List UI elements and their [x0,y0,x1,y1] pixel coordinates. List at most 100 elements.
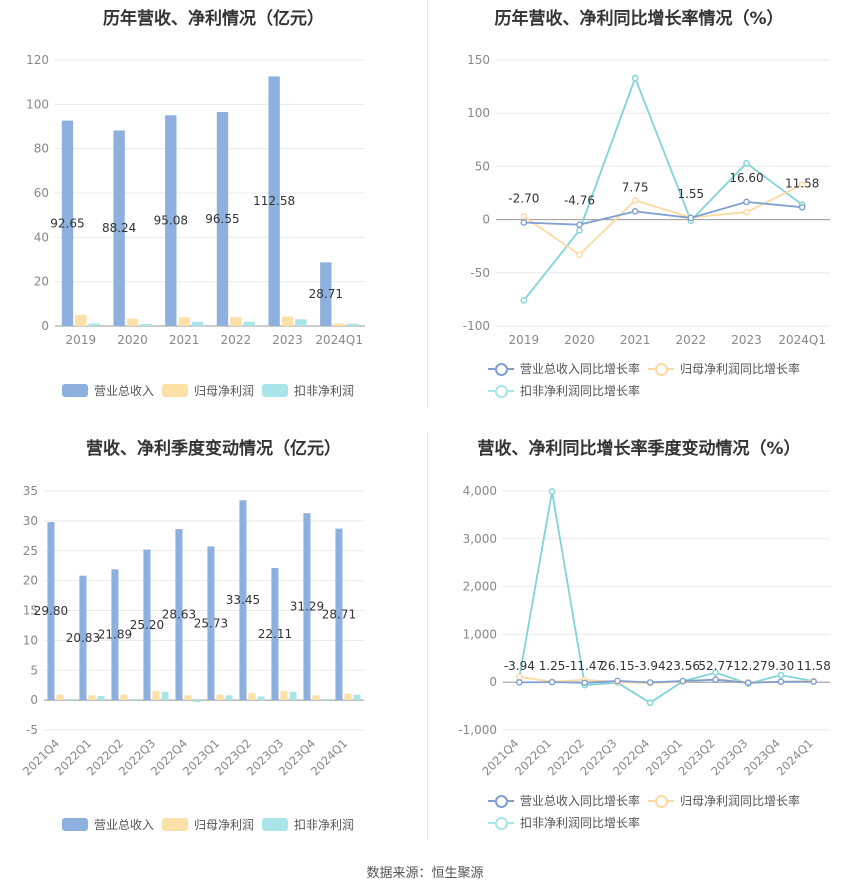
y-tick-label: 20 [34,275,49,289]
series-line [523,75,803,302]
bar [175,529,183,701]
y-tick-label: 0 [30,693,38,707]
legend-q-netprofit-swatch [162,818,188,831]
bar [79,575,87,701]
data-label: 28.71 [322,607,356,621]
data-label: -11.47 [565,659,604,673]
series-point [679,677,687,685]
data-label: -12.27 [729,659,768,673]
series-line [518,491,814,704]
series-point [516,679,523,686]
series-point [576,226,583,234]
bar [289,691,297,701]
bar [129,698,137,701]
y-tick-label: 80 [34,142,49,156]
bar [257,696,265,701]
y-tick-label: 100 [467,106,490,120]
legend-revenue-swatch [62,384,88,397]
series-point [516,673,523,681]
legend-q-rev-growth[interactable]: 营业总收入同比增长率 [488,792,640,809]
data-label: 9.30 [768,659,795,673]
y-tick-label: 10 [23,633,38,647]
data-label: 112.58 [253,194,295,208]
bar [178,317,190,326]
data-label: 33.45 [226,593,260,607]
bar [281,316,294,326]
y-tick-label: 150 [467,53,490,67]
bar [47,522,55,701]
data-source-note: 数据来源：恒生聚源 [366,866,484,881]
legend-q-np-growth[interactable]: 归母净利润同比增长率 [648,792,800,809]
legend-revenue[interactable]: 营业总收入 [62,382,154,399]
bar [230,317,242,326]
legend-q-ded-growth[interactable]: 扣非净利润同比增长率 [488,814,640,831]
legend-np-growth-marker [648,362,674,376]
legend-rev-growth[interactable]: 营业总收入同比增长率 [488,360,640,377]
y-tick-label: 20 [23,574,38,588]
x-tick-label: 2024Q1 [315,333,363,347]
series-point [548,488,556,495]
x-tick-label: 2024Q1 [778,333,826,347]
y-tick-label: 15 [23,604,38,618]
legend-q-ded-growth-marker [488,816,514,830]
y-tick-label: 60 [34,186,49,200]
data-label: 92.65 [50,216,84,230]
y-tick-label: 35 [23,484,38,498]
y-tick-label: -1,000 [458,723,497,737]
y-tick-label: -100 [463,319,490,333]
legend-q-revenue[interactable]: 营业总收入 [62,816,154,833]
y-tick-label: -5 [26,723,38,737]
bar [248,692,256,701]
data-label: 25.73 [194,616,228,630]
series-point [548,678,556,686]
annual-growth-title: 历年营收、净利同比增长率情况（%） [494,9,784,29]
annual-amount-chart: 0 20 40 60 80 100 120 2019 2020 2021 2022 2023 2024Q… [26,53,365,347]
bar [65,698,73,701]
data-label: 25.20 [130,618,164,632]
annual-amount-title: 历年营收、净利情况（亿元） [103,9,324,29]
data-label: 22.11 [258,627,292,641]
x-tick-label: 2020 [564,333,595,347]
annual-growth-chart: -100 -50 0 50 100 150 2019 2020 2021 2022 2023 2024… [463,53,830,347]
data-label: -2.70 [508,191,539,205]
legend-q-deducted[interactable]: 扣非净利润 [262,816,354,833]
bar [268,76,280,327]
data-label: 28.63 [162,608,196,622]
series-point [576,251,583,259]
legend-ded-growth[interactable]: 扣非净利润同比增长率 [488,382,640,399]
bar [152,691,160,701]
bar [61,120,74,327]
data-label: 26.15 [600,659,634,673]
legend-q-netprofit-label: 归母净利润 [194,818,255,832]
x-tick-label: 2019 [66,333,97,347]
series-point [810,678,817,685]
x-tick-label: 2023 [731,333,762,347]
bar [271,568,279,701]
data-label: 95.08 [154,214,188,228]
data-label: 16.60 [729,171,763,185]
bar [225,695,233,701]
annual-growth-legend: 营业总收入同比增长率 归母净利润同比增长率 扣非净利润同比增长率 [428,360,850,404]
series-point [798,181,806,188]
bar [165,115,177,326]
legend-q-netprofit[interactable]: 归母净利润 [162,816,254,833]
bar [216,694,224,701]
bar [161,691,169,701]
bar [335,528,343,701]
data-label: 1.55 [677,187,704,201]
legend-deducted[interactable]: 扣非净利润 [262,382,354,399]
quarterly-amount-legend: 营业总收入 归母净利润 扣非净利润 [0,816,427,836]
quarterly-growth-legend: 营业总收入同比增长率 归母净利润同比增长率 扣非净利润同比增长率 [428,792,850,836]
series-point [712,669,719,676]
y-tick-label: 100 [26,97,49,111]
legend-netprofit[interactable]: 归母净利润 [162,382,254,399]
data-label: 52.77 [698,659,732,673]
x-tick-label: 2024Q1 [774,736,816,778]
series-point [743,198,750,206]
series-point [777,671,785,679]
legend-np-growth[interactable]: 归母净利润同比增长率 [648,360,800,377]
legend-deducted-label: 扣非净利润 [294,384,355,398]
series-point [576,221,583,228]
legend-q-revenue-label: 营业总收入 [94,818,155,832]
legend-rev-growth-label: 营业总收入同比增长率 [520,362,641,376]
